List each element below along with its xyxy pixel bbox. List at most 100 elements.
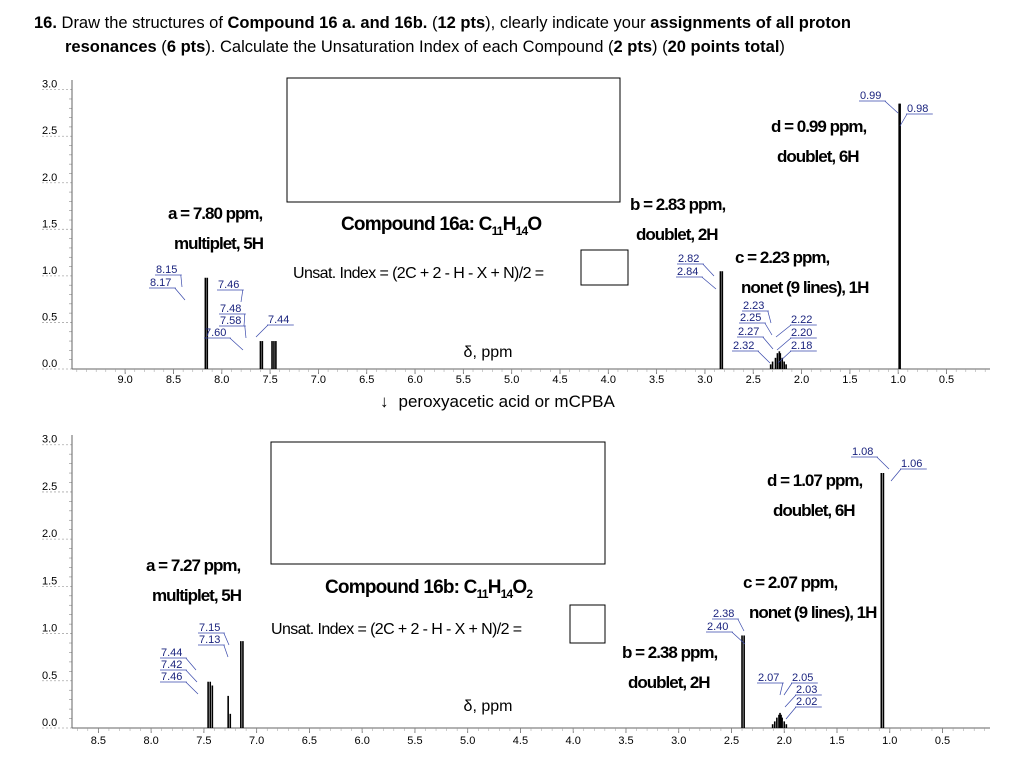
x-tick-label: 7.0 [249, 735, 264, 747]
peak-shift-label: 8.15 [156, 264, 177, 276]
x-tick-label: 5.5 [407, 735, 422, 747]
question-text: 16. Draw the structures of Compound 16 a… [34, 14, 852, 56]
peak-leader-line [180, 274, 183, 288]
peak-shift-label: 1.06 [901, 458, 922, 470]
peak-leader-line [785, 706, 797, 720]
unsaturation-answer-box[interactable] [580, 249, 629, 286]
peak-shift-label: 7.15 [199, 622, 220, 634]
peak-leader-line [884, 100, 899, 114]
y-tick-label: 1.0 [42, 265, 57, 277]
y-tick-label: 0.5 [42, 670, 57, 682]
assignment-shift: a = 7.27 ppm, [146, 556, 241, 575]
down-arrow-icon: ↓ [380, 392, 389, 411]
peak-shift-label: 7.44 [161, 647, 182, 659]
assignment-shift: b = 2.83 ppm, [630, 195, 725, 214]
y-tick-label: 2.0 [42, 528, 57, 540]
peak-shift-label: 8.17 [150, 277, 171, 289]
x-tick-label: 5.5 [456, 374, 471, 386]
assignment-multiplicity: doublet, 2H [628, 673, 710, 692]
peak-leader-line [783, 682, 793, 696]
x-tick-label: 2.5 [724, 735, 739, 747]
peak-shift-label: 7.60 [205, 327, 226, 339]
peak-leader-line [779, 682, 784, 696]
peak-leader-line [185, 657, 197, 671]
peak-leader-line [185, 669, 198, 683]
x-tick-label: 7.0 [311, 374, 326, 386]
peak-shift-label: 7.13 [199, 634, 220, 646]
peak-shift-label: 7.42 [161, 659, 182, 671]
peak-shift-label: 2.38 [713, 608, 734, 620]
peak-leader-line [767, 310, 772, 324]
peak-shift-label: 2.27 [738, 326, 759, 338]
assignment-multiplicity: nonet (9 lines), 1H [749, 603, 877, 622]
peak-leader-line [899, 113, 908, 127]
y-tick-label: 2.0 [42, 172, 57, 184]
peak-leader-line [775, 324, 792, 338]
x-tick-label: 1.0 [891, 374, 906, 386]
assignment-multiplicity: nonet (9 lines), 1H [741, 278, 869, 297]
y-tick-label: 2.5 [42, 125, 57, 137]
x-tick-label: 1.5 [842, 374, 857, 386]
x-tick-label: 7.5 [196, 735, 211, 747]
structure-drawing-box[interactable] [270, 441, 606, 565]
compound-formula: Compound 16b: C11H14O2 [325, 577, 533, 601]
peak-leader-line [185, 681, 199, 695]
y-tick-label: 2.5 [42, 481, 57, 493]
peak-leader-line [777, 350, 792, 364]
peak-leader-line [731, 631, 746, 645]
assignment-multiplicity: doublet, 2H [636, 225, 718, 244]
peak-leader-line [255, 324, 269, 338]
structure-drawing-box[interactable] [286, 77, 621, 203]
x-axis-label: δ, ppm [464, 698, 513, 715]
peak-shift-label: 2.23 [743, 300, 764, 312]
x-tick-label: 4.5 [552, 374, 567, 386]
peak-shift-label: 2.07 [758, 672, 779, 684]
peak-shift-label: 7.46 [161, 671, 182, 683]
peak-shift-label: 2.84 [677, 266, 698, 278]
peak-shift-label: 2.05 [792, 672, 813, 684]
assignment-multiplicity: multiplet, 5H [152, 586, 242, 605]
unsaturation-formula: Unsat. Index = (2C + 2 - H - X + N)/2 = [293, 265, 544, 282]
peak-leader-line [876, 456, 890, 470]
x-tick-label: 5.0 [504, 374, 519, 386]
x-tick-label: 2.0 [777, 735, 792, 747]
x-tick-label: 8.0 [214, 374, 229, 386]
x-tick-label: 2.0 [794, 374, 809, 386]
peak-leader-line [776, 337, 792, 351]
reagent-text: peroxyacetic acid or mCPBA [398, 392, 615, 411]
y-tick-label: 0.0 [42, 358, 57, 370]
nmr-spectrum-16a: 0.0 0.5 1.0 1.5 2.0 2.5 3.0 9.0 8.5 8.0 7.5 7.0 6.5 6… [42, 77, 990, 386]
x-tick-label: 6.5 [302, 735, 317, 747]
peak-shift-label: 2.25 [740, 312, 761, 324]
peak-shift-label: 2.02 [796, 696, 817, 708]
x-tick-label: 0.5 [935, 735, 950, 747]
y-tick-label: 1.0 [42, 623, 57, 635]
peak-leader-line [240, 289, 244, 303]
peak-leader-line [244, 325, 247, 339]
peak-shift-label: 7.44 [268, 314, 289, 326]
unsaturation-answer-box[interactable] [569, 604, 606, 644]
x-tick-label: 0.5 [939, 374, 954, 386]
x-tick-label: 4.0 [601, 374, 616, 386]
peak-leader-line [784, 694, 797, 708]
x-tick-label: 3.5 [649, 374, 664, 386]
peak-leader-line [701, 276, 717, 290]
x-tick-label: 6.0 [407, 374, 422, 386]
peak-shift-label: 2.03 [796, 684, 817, 696]
x-tick-label: 8.0 [143, 735, 158, 747]
x-tick-label: 3.5 [618, 735, 633, 747]
x-tick-label: 1.0 [882, 735, 897, 747]
assignment-shift: d = 1.07 ppm, [767, 471, 862, 490]
peak-shift-label: 7.58 [220, 315, 241, 327]
compound-formula: Compound 16a: C11H14O [341, 214, 541, 238]
unsaturation-formula: Unsat. Index = (2C + 2 - H - X + N)/2 = [271, 621, 522, 638]
y-tick-label: 0.5 [42, 311, 57, 323]
peak-leader-line [764, 322, 773, 336]
peak-leader-line [737, 618, 745, 632]
assignment-multiplicity: doublet, 6H [777, 147, 859, 166]
peak-shift-label: 2.18 [791, 340, 812, 352]
peak-leader-line [174, 287, 186, 301]
x-tick-label: 4.5 [513, 735, 528, 747]
peak-shift-label: 0.98 [907, 103, 928, 115]
